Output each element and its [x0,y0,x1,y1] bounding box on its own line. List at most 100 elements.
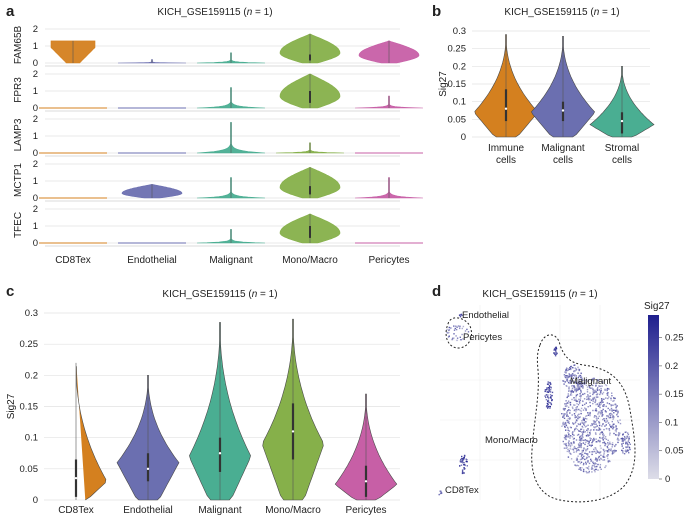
umap-cell [599,413,602,415]
umap-cell [583,462,585,465]
umap-cell [580,461,583,463]
umap-cell [582,439,584,441]
umap-cell [586,448,589,450]
umap-cell [611,413,613,415]
umap-cell [573,399,576,401]
umap-cell [595,420,597,423]
umap-cell [569,452,571,455]
umap-cell [577,414,579,416]
umap-cell [610,426,612,428]
umap-cell [610,404,612,406]
umap-cell [609,424,611,426]
umap-cell [585,435,588,437]
umap-cell [576,385,579,387]
umap-cell [460,314,462,316]
umap-cell [579,395,581,397]
umap-cell [606,389,608,391]
umap-cell [595,423,597,425]
cluster-label-pericytes: Pericytes [463,332,502,343]
umap-cell [619,432,621,434]
umap-cell [603,441,606,443]
umap-cell [599,440,601,442]
umap-cell [582,451,584,453]
umap-cell [600,437,602,439]
umap-cell [604,444,606,447]
umap-cell [585,470,587,473]
umap-cell [571,448,573,450]
xtick-label-cells: cells [553,155,573,166]
umap-cell [448,326,450,329]
umap-cell [596,419,598,421]
umap-cell [547,383,550,385]
umap-cell [576,409,578,411]
umap-cell [567,435,569,437]
umap-cell [587,414,590,416]
umap-cell [590,399,593,401]
violin-median [218,452,222,455]
umap-cluster-malignant-arm [544,381,554,409]
umap-cell [581,384,584,386]
umap-cell [570,458,573,460]
umap-cell [455,325,457,327]
umap-cell [604,410,607,412]
umap-cell [577,465,580,467]
umap-cell [568,390,570,392]
umap-cell [619,419,621,421]
umap-cell [601,398,603,400]
umap-cell [571,373,573,376]
colorbar-tick-label: 0.25 [665,333,684,344]
umap-cell [562,422,564,424]
umap-cell [609,432,611,434]
panel-letter-a: a [6,3,15,20]
umap-cell [592,392,595,394]
umap-cell [590,458,592,461]
xtick-label-cd8tex: CD8Tex [55,255,91,266]
umap-cell [568,435,570,437]
umap-cell [567,421,569,424]
umap-cell [615,428,618,430]
ytick-label: 0 [33,103,38,114]
umap-cell [451,338,454,340]
gene-row-lamp3: 0 1 2 LAMP3 [13,114,423,159]
umap-cell [454,327,456,330]
umap-cell [583,419,585,422]
umap-cell [567,393,569,395]
umap-cell [563,436,566,439]
umap-cell [578,381,580,383]
umap-cell [577,372,579,374]
umap-cell [615,434,617,436]
umap-cell [555,347,558,350]
umap-cell [598,455,600,458]
umap-cell [549,386,551,388]
umap-cell [624,437,626,439]
umap-cell [598,440,600,443]
umap-cell [616,413,618,415]
umap-cell [598,405,601,407]
umap-cell [567,368,569,370]
umap-cell [459,465,461,467]
ytick-label: 0.15 [20,402,39,413]
umap-cell [577,376,580,379]
umap-cell [607,457,609,460]
umap-cell [628,452,630,454]
umap-cell [572,367,574,369]
xtick-label-mono-macro: Mono/Macro [265,505,321,516]
umap-cell [550,383,552,385]
umap-cell [625,449,627,451]
umap-cell [580,382,583,384]
umap-cell [616,410,618,412]
umap-cell [612,428,614,430]
umap-cell [597,439,600,442]
umap-cell [602,456,605,458]
umap-cell [575,391,577,393]
umap-cell [564,425,566,428]
umap-cell [461,327,463,330]
umap-cell [595,438,597,440]
umap-cell [549,390,551,393]
umap-cell [594,390,596,392]
umap-cell [627,444,629,446]
umap-cell [598,411,600,413]
umap-cell [602,423,604,426]
umap-cell [574,422,576,425]
umap-cell [563,423,565,425]
